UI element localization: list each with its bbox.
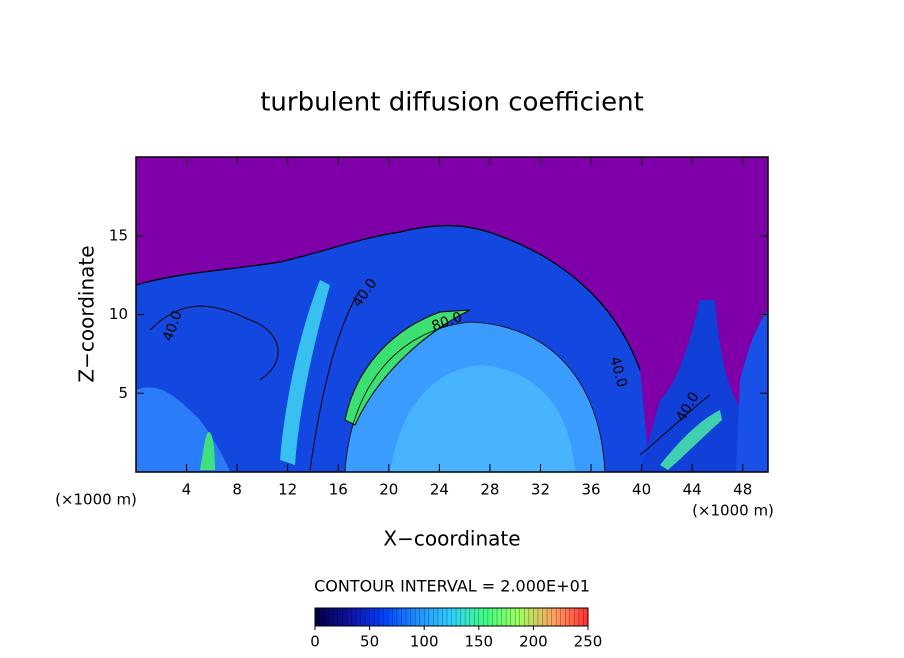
x-axis-title: X−coordinate bbox=[383, 527, 520, 551]
field-region bbox=[280, 280, 330, 465]
x-tick-label: 4 bbox=[182, 481, 192, 499]
y-axis-title: Z−coordinate bbox=[75, 245, 99, 382]
x-tick-label: 12 bbox=[278, 481, 297, 499]
x-tick-label: 48 bbox=[733, 481, 752, 499]
contour-label: 40.0 bbox=[606, 355, 630, 389]
field-region bbox=[640, 300, 768, 472]
y-tick-label: 10 bbox=[109, 305, 128, 323]
colorbar-tick-label: 150 bbox=[464, 633, 493, 651]
chart-title: turbulent diffusion coefficient bbox=[260, 88, 644, 118]
x-tick-label: 44 bbox=[683, 481, 702, 499]
field-region bbox=[200, 431, 215, 470]
colorbar-tick-label: 50 bbox=[360, 633, 379, 651]
contour-line bbox=[149, 305, 279, 381]
colorbar-tick-label: 100 bbox=[410, 633, 439, 651]
field-region bbox=[660, 410, 722, 470]
x-unit-label: (×1000 m) bbox=[692, 502, 774, 520]
y-tick-label: 15 bbox=[109, 226, 128, 244]
contour-line bbox=[309, 289, 361, 471]
colorbar-tick-label: 250 bbox=[574, 633, 603, 651]
x-tick-label: 16 bbox=[329, 481, 348, 499]
field-region bbox=[344, 309, 471, 426]
field bbox=[136, 225, 768, 472]
x-tick-label: 32 bbox=[531, 481, 550, 499]
y-tick-label: 5 bbox=[118, 384, 128, 402]
x-tick-label: 40 bbox=[632, 481, 651, 499]
contour-interval: CONTOUR INTERVAL = 2.000E+01 bbox=[314, 577, 590, 596]
field-region bbox=[736, 310, 768, 472]
x-tick-label: 28 bbox=[480, 481, 499, 499]
x-tick-label: 8 bbox=[232, 481, 242, 499]
colorbar-tick-label: 0 bbox=[310, 633, 320, 651]
x-tick-label: 24 bbox=[430, 481, 449, 499]
colorbar-tick-label: 200 bbox=[519, 633, 548, 651]
x-unit-label: (×1000 m) bbox=[55, 491, 137, 509]
x-tick-label: 36 bbox=[581, 481, 600, 499]
contour-line bbox=[136, 225, 641, 371]
field-region bbox=[390, 365, 575, 472]
contour-line bbox=[344, 321, 606, 472]
contour-line bbox=[639, 394, 711, 456]
x-tick-label: 20 bbox=[379, 481, 398, 499]
